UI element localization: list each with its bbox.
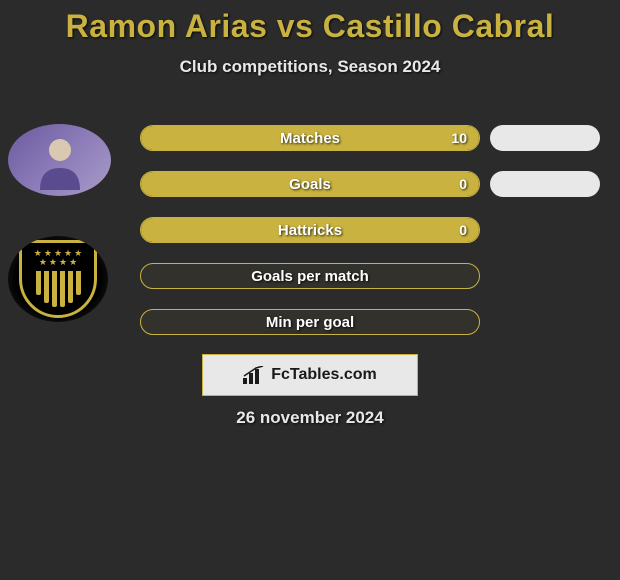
player-avatar-right: ★★★★★ ★★★★ — [8, 236, 108, 322]
brand-footer: FcTables.com — [202, 354, 418, 396]
stat-bar-left: Matches10 — [140, 125, 480, 151]
person-icon — [30, 130, 90, 190]
subtitle: Club competitions, Season 2024 — [0, 57, 620, 77]
stat-bar-right — [490, 125, 600, 151]
stat-row: Matches10 — [140, 124, 600, 152]
stat-row: Goals0 — [140, 170, 600, 198]
stat-label: Hattricks — [141, 218, 479, 242]
stat-bar-right — [490, 171, 600, 197]
stat-row: Hattricks0 — [140, 216, 600, 244]
stats-rows: Matches10Goals0Hattricks0Goals per match… — [140, 124, 600, 354]
avatar-column: ★★★★★ ★★★★ — [8, 124, 111, 362]
stat-label: Goals — [141, 172, 479, 196]
stat-row: Min per goal — [140, 308, 600, 336]
stat-bar-left: Hattricks0 — [140, 217, 480, 243]
stat-label: Matches — [141, 126, 479, 150]
comparison-card: Ramon Arias vs Castillo Cabral Club comp… — [0, 0, 620, 77]
stat-bar-left: Goals per match — [140, 263, 480, 289]
club-badge-icon: ★★★★★ ★★★★ — [19, 240, 97, 318]
stat-value-left: 10 — [451, 126, 467, 150]
page-title: Ramon Arias vs Castillo Cabral — [0, 8, 620, 45]
stat-label: Min per goal — [141, 310, 479, 334]
stat-bar-left: Min per goal — [140, 309, 480, 335]
brand-text: FcTables.com — [271, 366, 377, 384]
stat-row: Goals per match — [140, 262, 600, 290]
player-avatar-left — [8, 124, 111, 196]
bars-icon — [243, 366, 265, 384]
stat-label: Goals per match — [141, 264, 479, 288]
stat-value-left: 0 — [459, 218, 467, 242]
stat-value-left: 0 — [459, 172, 467, 196]
stat-bar-left: Goals0 — [140, 171, 480, 197]
date-text: 26 november 2024 — [0, 408, 620, 428]
